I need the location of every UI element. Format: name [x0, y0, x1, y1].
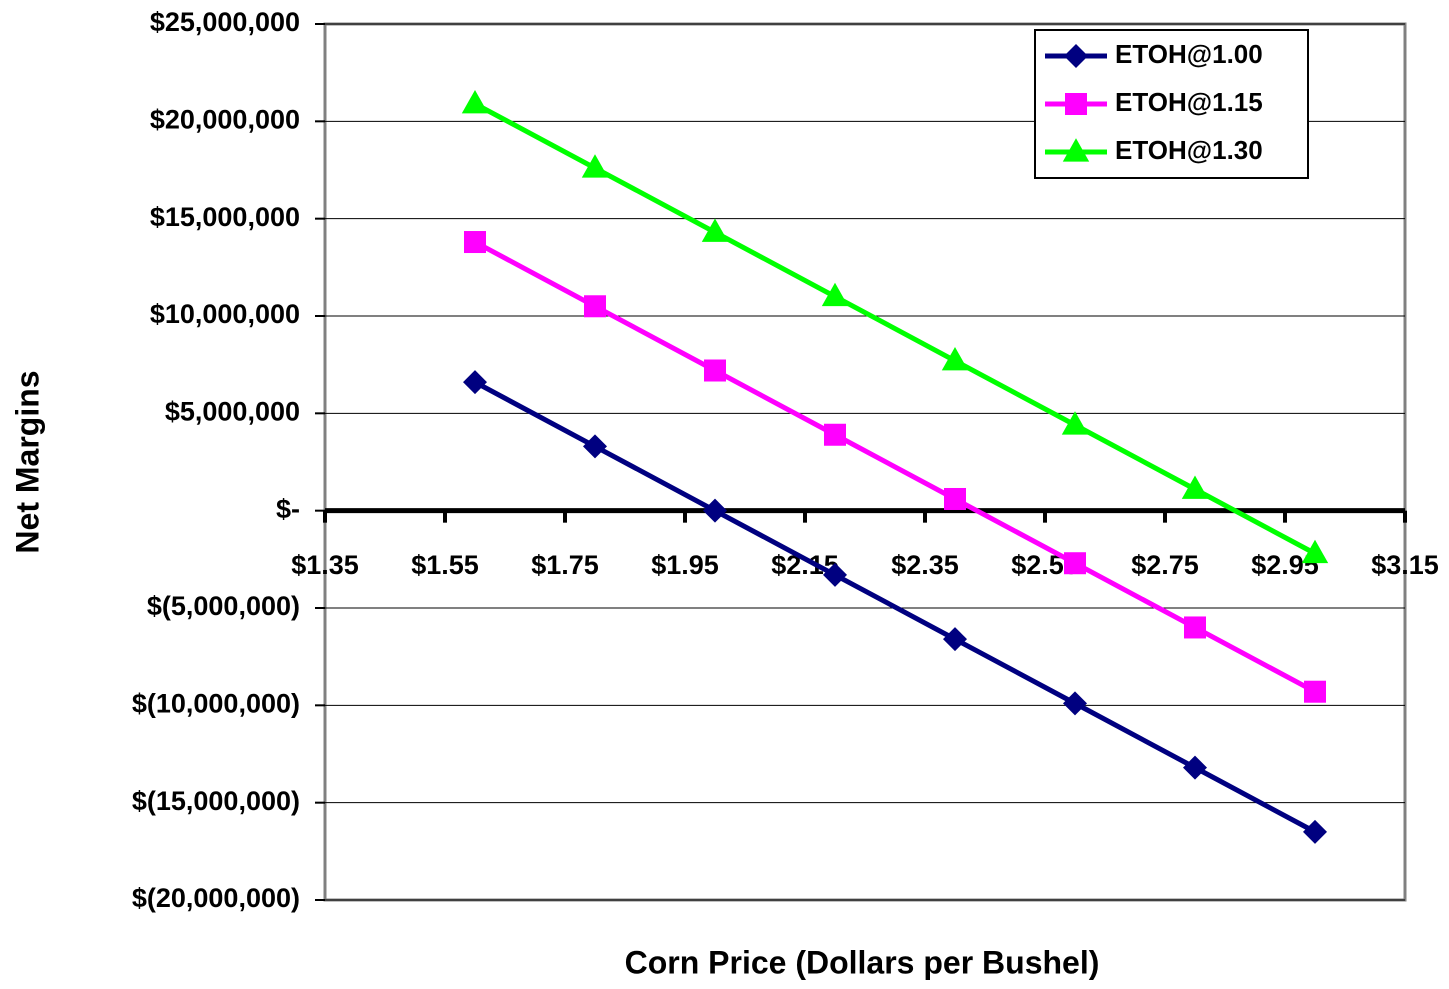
- marker: [584, 295, 606, 318]
- marker: [581, 154, 609, 178]
- y-tick-label: $(5,000,000): [147, 591, 300, 621]
- series-line: [473, 379, 1317, 835]
- marker: [943, 627, 967, 652]
- marker: [1064, 552, 1086, 575]
- y-tick-label: $25,000,000: [150, 7, 300, 37]
- marker: [1183, 755, 1207, 780]
- y-tick-label: $(10,000,000): [132, 688, 300, 718]
- marker: [583, 434, 607, 459]
- y-tick-label: $5,000,000: [165, 396, 300, 426]
- marker: [701, 218, 729, 242]
- x-tick-label: $1.75: [531, 550, 599, 580]
- marker: [703, 498, 727, 523]
- marker: [1303, 819, 1327, 844]
- marker: [1063, 691, 1087, 716]
- marker: [464, 231, 486, 254]
- x-tick-label: $2.35: [891, 550, 959, 580]
- marker: [1181, 475, 1209, 499]
- x-tick-label: $1.95: [651, 550, 719, 580]
- y-tick-label: $(20,000,000): [132, 883, 300, 913]
- y-tick-label: $(15,000,000): [132, 786, 300, 816]
- marker: [461, 90, 489, 114]
- series-line: [473, 101, 1317, 556]
- marker: [821, 282, 849, 307]
- y-axis-title: Net Margins: [9, 370, 45, 553]
- legend-label: ETOH@1.30: [1115, 135, 1263, 165]
- y-tick-label: $10,000,000: [150, 299, 300, 329]
- marker: [1301, 539, 1329, 564]
- x-tick-label: $1.35: [291, 550, 359, 580]
- y-tick-label: $15,000,000: [150, 202, 300, 232]
- marker: [463, 370, 487, 395]
- legend-label: ETOH@1.00: [1115, 39, 1263, 69]
- y-tick-label: $20,000,000: [150, 104, 300, 134]
- marker: [1304, 680, 1326, 703]
- marker: [824, 423, 846, 446]
- legend-marker: [1062, 138, 1090, 162]
- marker: [1184, 616, 1206, 639]
- legend-label: ETOH@1.15: [1115, 87, 1263, 117]
- x-tick-label: $3.15: [1371, 550, 1439, 580]
- marker: [1061, 411, 1089, 435]
- legend-marker: [1065, 93, 1087, 115]
- y-tick-label: $-: [276, 494, 300, 524]
- marker: [704, 359, 726, 382]
- marker: [944, 487, 966, 510]
- marker: [823, 562, 847, 587]
- legend-marker: [1064, 44, 1088, 68]
- x-axis-title: Corn Price (Dollars per Bushel): [625, 944, 1100, 980]
- x-tick-label: $1.55: [411, 550, 479, 580]
- marker: [941, 346, 969, 371]
- x-tick-label: $2.75: [1131, 550, 1199, 580]
- series-line: [473, 239, 1317, 694]
